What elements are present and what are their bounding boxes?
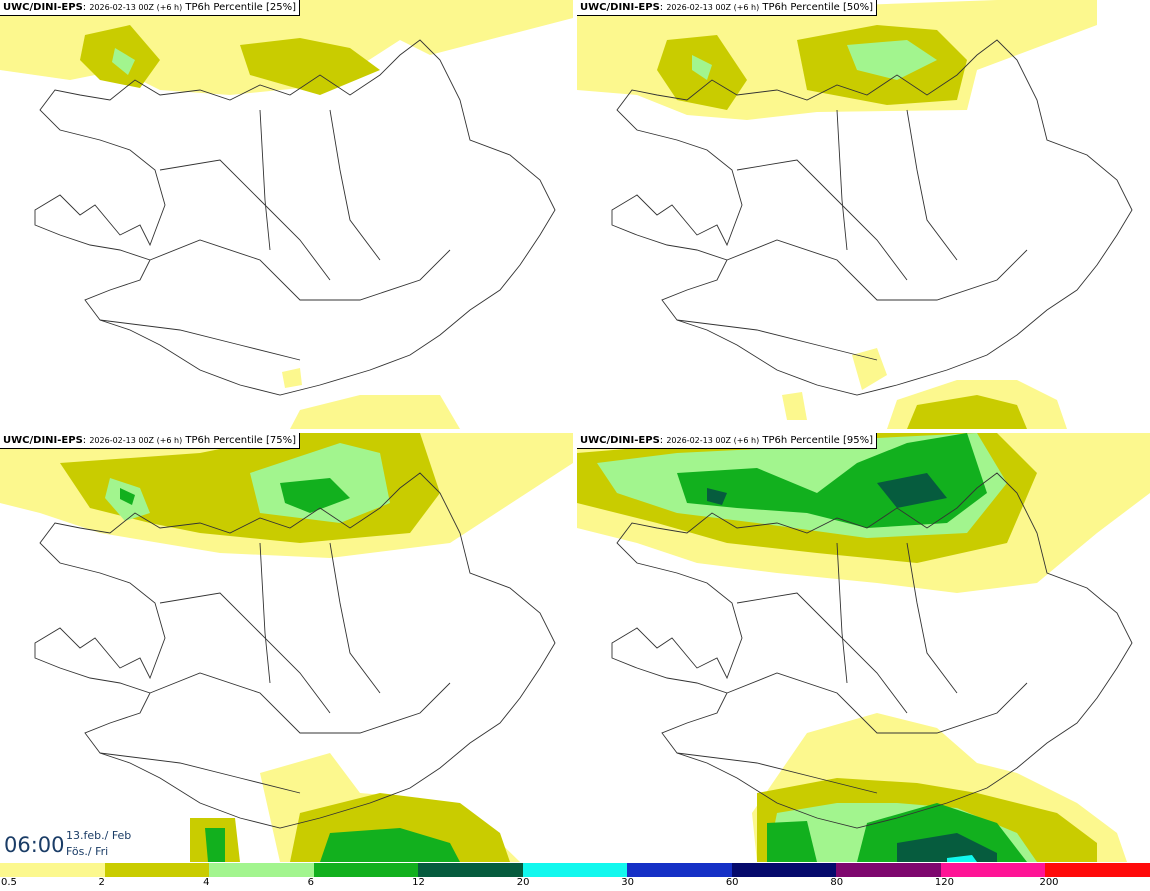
panel-title: UWC/DINI-EPS: 2026-02-13 00Z (+6 h) TP6h… <box>577 433 877 449</box>
colorbar-tick-label: 30 <box>621 877 634 888</box>
colorbar-swatch <box>418 863 523 877</box>
precip-map-p50 <box>577 0 1133 429</box>
field-name: TP6h Percentile [25%] <box>185 2 296 13</box>
valid-time-box: 06:00 13.feb./ Feb Fös./ Fri <box>0 825 136 863</box>
colorbar-tick-label: 20 <box>516 877 530 888</box>
run-time: 2026-02-13 00Z (+6 h) <box>666 436 760 445</box>
colorbar-tick-label: 80 <box>830 877 844 888</box>
colorbar-tick-label: 6 <box>307 877 314 888</box>
map-panel-p25: UWC/DINI-EPS: 2026-02-13 00Z (+6 h) TP6h… <box>0 0 573 429</box>
colorbar-swatch <box>313 863 419 877</box>
iceland-coastline <box>34 39 556 396</box>
colorbar-swatch <box>104 863 210 877</box>
panel-title: UWC/DINI-EPS: 2026-02-13 00Z (+6 h) TP6h… <box>0 433 300 449</box>
colorbar-tick-label: 200 <box>1039 877 1059 888</box>
precip-map-p75 <box>0 433 573 862</box>
colorbar-swatch <box>731 863 837 877</box>
run-time: 2026-02-13 00Z (+6 h) <box>666 3 760 12</box>
model-name: UWC/DINI-EPS <box>580 2 660 13</box>
colorbar-tick-label: 12 <box>412 877 425 888</box>
run-time: 2026-02-13 00Z (+6 h) <box>89 436 183 445</box>
colorbar-swatch <box>836 863 941 877</box>
field-name: TP6h Percentile [75%] <box>185 435 296 446</box>
model-name: UWC/DINI-EPS <box>3 435 83 446</box>
valid-date: 13.feb./ Feb <box>66 829 132 842</box>
field-name: TP6h Percentile [95%] <box>762 435 873 446</box>
iceland-coastline <box>611 39 1133 396</box>
colorbar-swatch <box>522 863 628 877</box>
iceland-coastline <box>34 472 556 829</box>
colorbar-swatch <box>940 863 1046 877</box>
valid-weekday: Fös./ Fri <box>66 845 109 858</box>
colorbar-swatch <box>1045 863 1150 877</box>
colorbar-swatch <box>0 863 105 877</box>
map-panel-p95: UWC/DINI-EPS: 2026-02-13 00Z (+6 h) TP6h… <box>577 433 1150 862</box>
panel-title: UWC/DINI-EPS: 2026-02-13 00Z (+6 h) TP6h… <box>0 0 300 16</box>
valid-time: 06:00 <box>4 833 65 857</box>
precip-map-p95 <box>577 433 1150 862</box>
panel-title: UWC/DINI-EPS: 2026-02-13 00Z (+6 h) TP6h… <box>577 0 877 16</box>
colorbar-tick-label: 2 <box>98 877 105 888</box>
colorbar-tick-label: 0.5 <box>1 877 17 888</box>
model-name: UWC/DINI-EPS <box>580 435 660 446</box>
precip-colorbar <box>0 863 1150 877</box>
colorbar-ticks: 0.5 2 4 6 12 20 30 60 80 120 200 <box>0 877 1150 891</box>
iceland-coastline <box>611 472 1133 829</box>
map-panel-p75: UWC/DINI-EPS: 2026-02-13 00Z (+6 h) TP6h… <box>0 433 573 862</box>
colorbar-tick-label: 4 <box>203 877 210 888</box>
run-time: 2026-02-13 00Z (+6 h) <box>89 3 183 12</box>
precip-map-p25 <box>0 0 573 429</box>
map-panel-p50: UWC/DINI-EPS: 2026-02-13 00Z (+6 h) TP6h… <box>577 0 1150 429</box>
colorbar-tick-label: 120 <box>934 877 954 888</box>
colorbar-swatch <box>209 863 314 877</box>
field-name: TP6h Percentile [50%] <box>762 2 873 13</box>
model-name: UWC/DINI-EPS <box>3 2 83 13</box>
colorbar-swatch <box>627 863 732 877</box>
colorbar-tick-label: 60 <box>725 877 739 888</box>
